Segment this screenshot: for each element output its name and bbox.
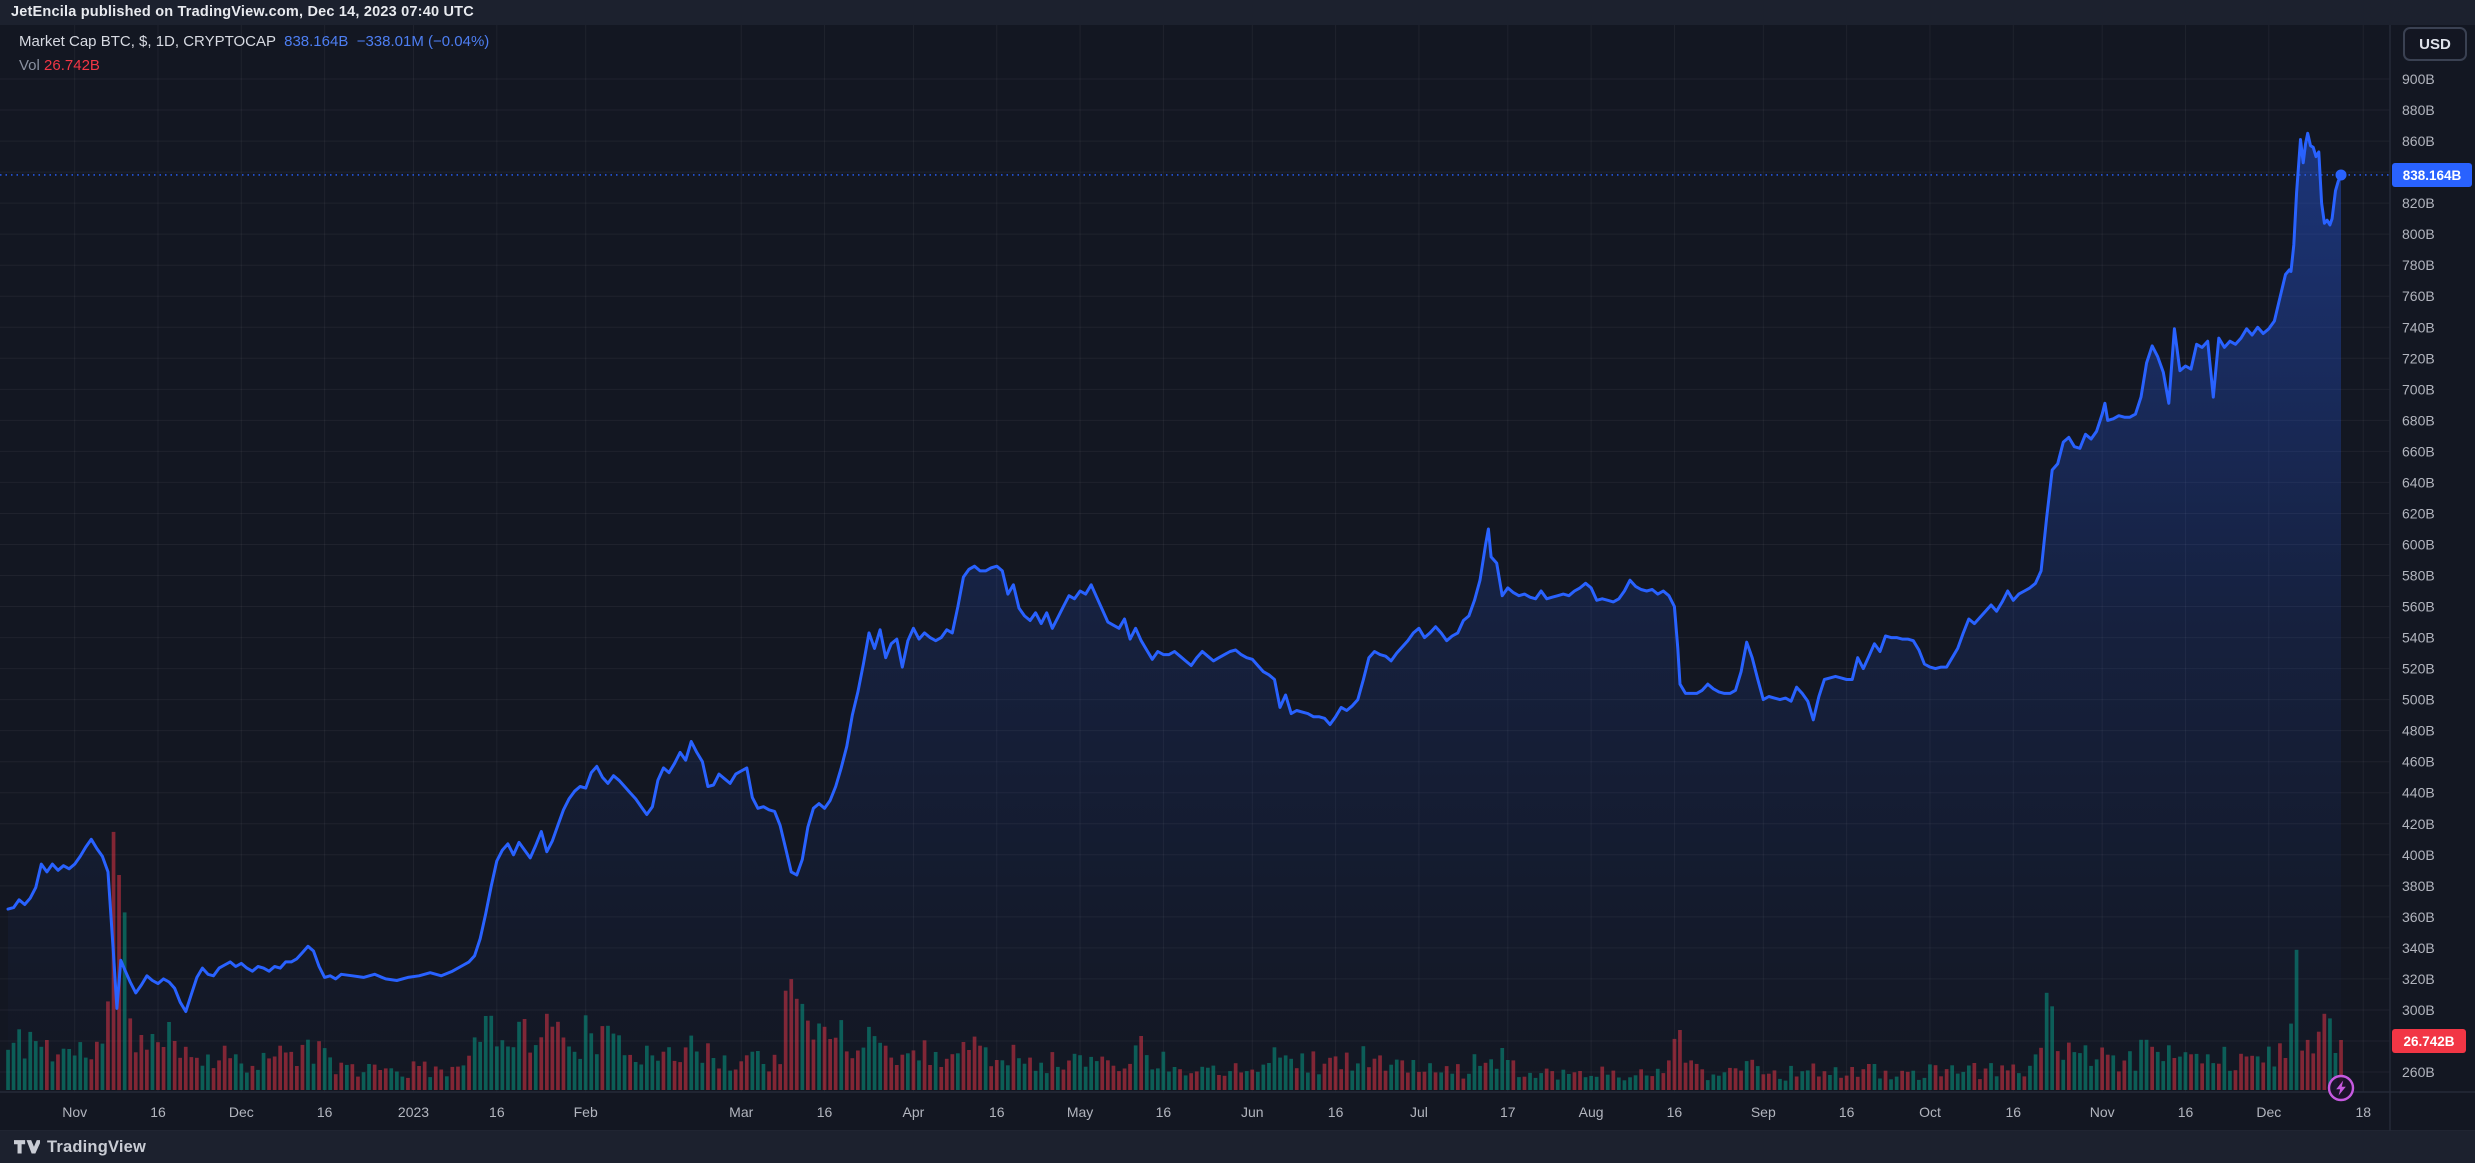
price-tick-label: 700B bbox=[2402, 381, 2435, 397]
price-tick-label: 820B bbox=[2402, 195, 2435, 211]
price-tick-label: 360B bbox=[2402, 909, 2435, 925]
price-tick-label: 580B bbox=[2402, 568, 2435, 584]
last-point-marker bbox=[2335, 169, 2347, 181]
price-tick-label: 620B bbox=[2402, 505, 2435, 521]
price-tick-label: 340B bbox=[2402, 940, 2435, 956]
price-tick-label: 560B bbox=[2402, 599, 2435, 615]
price-tick-label: 540B bbox=[2402, 630, 2435, 646]
time-tick-label: Dec bbox=[2256, 1104, 2281, 1120]
price-tick-label: 260B bbox=[2402, 1064, 2435, 1080]
price-tick-label: 740B bbox=[2402, 319, 2435, 335]
area-fill bbox=[8, 133, 2341, 1091]
price-tick-label: 600B bbox=[2402, 536, 2435, 552]
time-tick-label: Sep bbox=[1751, 1104, 1776, 1120]
time-tick-label: 16 bbox=[317, 1104, 333, 1120]
price-tick-label: 880B bbox=[2402, 102, 2435, 118]
tradingview-wordmark[interactable]: TradingView bbox=[47, 1137, 147, 1156]
time-tick-label: 16 bbox=[817, 1104, 833, 1120]
time-tick-label: 16 bbox=[1839, 1104, 1855, 1120]
brand-strip: TradingView bbox=[0, 1131, 2475, 1163]
time-tick-label: 17 bbox=[1500, 1104, 1516, 1120]
price-tick-label: 400B bbox=[2402, 847, 2435, 863]
time-tick-label: 2023 bbox=[398, 1104, 429, 1120]
price-tick-label: 780B bbox=[2402, 257, 2435, 273]
currency-toggle-button[interactable]: USD bbox=[2403, 27, 2467, 61]
time-tick-label: 18 bbox=[2355, 1104, 2371, 1120]
price-tick-label: 800B bbox=[2402, 226, 2435, 242]
vol-value: 26.742B bbox=[44, 57, 100, 74]
lightning-icon bbox=[2336, 1080, 2346, 1096]
time-tick-label: Apr bbox=[903, 1104, 925, 1120]
last-price-axis-tag: 838.164B bbox=[2392, 163, 2472, 187]
time-tick-label: Oct bbox=[1919, 1104, 1941, 1120]
symbol-title: Market Cap BTC, $, 1D, CRYPTOCAP bbox=[19, 33, 276, 50]
time-tick-label: Jun bbox=[1241, 1104, 1264, 1120]
price-line bbox=[6, 131, 2343, 1013]
price-tick-label: 680B bbox=[2402, 412, 2435, 428]
time-tick-label: 16 bbox=[1328, 1104, 1344, 1120]
volume-axis-tag: 26.742B bbox=[2392, 1029, 2466, 1053]
time-axis[interactable]: Nov 16 Dec 16 2023 16 Feb Mar 16 Apr 16 May 16 Jun 16 J… bbox=[62, 1104, 2371, 1120]
price-tick-label: 300B bbox=[2402, 1002, 2435, 1018]
price-tick-label: 640B bbox=[2402, 474, 2435, 490]
time-tick-label: Mar bbox=[729, 1104, 753, 1120]
price-tick-label: 660B bbox=[2402, 443, 2435, 459]
publish-bar: JetEncila published on TradingView.com, … bbox=[0, 0, 2475, 25]
boost-badge[interactable] bbox=[2327, 1074, 2355, 1102]
time-tick-label: Nov bbox=[62, 1104, 87, 1120]
price-tick-label: 900B bbox=[2402, 71, 2435, 87]
price-tick-label: 860B bbox=[2402, 133, 2435, 149]
time-tick-label: 16 bbox=[1156, 1104, 1172, 1120]
price-tick-label: 480B bbox=[2402, 723, 2435, 739]
time-tick-label: 16 bbox=[489, 1104, 505, 1120]
time-tick-label: 16 bbox=[989, 1104, 1005, 1120]
legend-volume-row[interactable]: Vol 26.742B bbox=[19, 57, 489, 74]
price-tick-label: 380B bbox=[2402, 878, 2435, 894]
change-value: −338.01M (−0.04%) bbox=[356, 33, 490, 50]
price-tick-label: 440B bbox=[2402, 785, 2435, 801]
price-tick-label: 460B bbox=[2402, 754, 2435, 770]
price-tick-label: 720B bbox=[2402, 350, 2435, 366]
time-tick-label: 16 bbox=[1667, 1104, 1683, 1120]
time-tick-label: Dec bbox=[229, 1104, 254, 1120]
price-tick-label: 420B bbox=[2402, 816, 2435, 832]
time-tick-label: Nov bbox=[2090, 1104, 2115, 1120]
chart-legend[interactable]: Market Cap BTC, $, 1D, CRYPTOCAP 838.164… bbox=[19, 33, 489, 81]
price-tick-label: 520B bbox=[2402, 661, 2435, 677]
time-tick-label: May bbox=[1067, 1104, 1093, 1120]
time-tick-label: Aug bbox=[1579, 1104, 1604, 1120]
tradingview-logo-icon[interactable] bbox=[14, 1139, 40, 1155]
price-tick-label: 500B bbox=[2402, 692, 2435, 708]
time-tick-label: 16 bbox=[2178, 1104, 2194, 1120]
time-tick-label: 16 bbox=[2005, 1104, 2021, 1120]
publish-text: JetEncila published on TradingView.com, … bbox=[11, 4, 474, 20]
vol-label: Vol bbox=[19, 57, 40, 74]
legend-symbol-row[interactable]: Market Cap BTC, $, 1D, CRYPTOCAP 838.164… bbox=[19, 33, 489, 50]
time-tick-label: 16 bbox=[150, 1104, 166, 1120]
price-tick-label: 760B bbox=[2402, 288, 2435, 304]
time-tick-label: Jul bbox=[1410, 1104, 1428, 1120]
time-tick-label: Feb bbox=[574, 1104, 598, 1120]
last-value: 838.164B bbox=[284, 33, 349, 50]
price-tick-label: 320B bbox=[2402, 971, 2435, 987]
